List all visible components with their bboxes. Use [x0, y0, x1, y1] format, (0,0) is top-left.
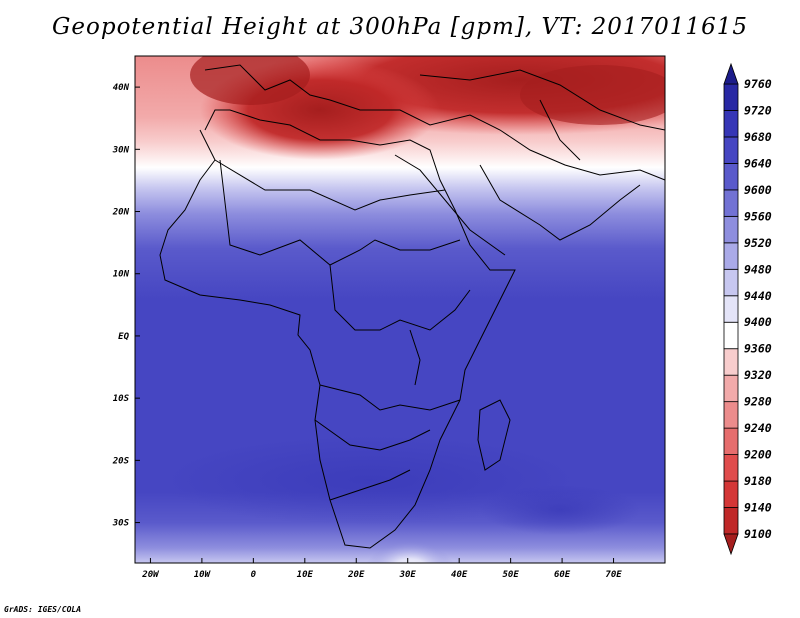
colorbar-level-label: 9280 — [744, 395, 772, 409]
lon-tick-label: 60E — [554, 570, 571, 580]
lat-tick-label: 30N — [112, 145, 130, 155]
colorbar-swatch — [723, 427, 739, 455]
longitude-axis: 20W 10W 0 10E 20E 30E 40E 50E 60E 70E — [141, 558, 622, 580]
lat-tick-label: EQ — [118, 332, 129, 342]
colorbar-swatch — [723, 454, 739, 482]
lon-tick-label: 20E — [347, 570, 365, 580]
colorbar-swatch — [723, 268, 739, 297]
colorbar-level-label: 9760 — [744, 77, 772, 91]
lon-tick-label: 20W — [141, 570, 160, 580]
height-field — [135, 56, 665, 563]
colorbar-swatch — [723, 295, 739, 323]
lat-tick-label: 10S — [113, 394, 130, 404]
colorbar-max-arrow — [723, 62, 739, 85]
lon-tick-label: 70E — [605, 570, 622, 580]
page-title: Geopotential Height at 300hPa [gpm], VT:… — [52, 14, 748, 40]
colorbar-level-label: 9140 — [744, 501, 772, 515]
colorbar-swatch — [723, 110, 739, 138]
colorbar-swatch — [723, 507, 739, 535]
colorbar-level-label: 9100 — [744, 527, 772, 541]
colorbar: 9100 9140 9180 9200 9240 9280 9320 9360 9400 9440… — [723, 62, 772, 556]
colorbar-swatch — [723, 215, 739, 244]
colorbar-level-label: 9520 — [744, 236, 772, 250]
lon-tick-label: 40E — [451, 570, 468, 580]
colorbar-level-label: 9200 — [744, 448, 772, 462]
colorbar-level-label: 9600 — [744, 183, 772, 197]
lat-tick-label: 20N — [112, 208, 130, 218]
colorbar-level-label: 9560 — [744, 209, 772, 223]
lat-tick-label: 10N — [113, 270, 130, 280]
colorbar-swatch — [723, 242, 739, 270]
lon-tick-label: 10E — [297, 570, 314, 580]
colorbar-level-label: 9360 — [744, 342, 772, 356]
colorbar-level-label: 9400 — [744, 315, 772, 329]
lon-tick-label: 10W — [194, 570, 212, 580]
latitude-axis: 40N 30N 20N 10N EQ 10S 20S 30S — [112, 83, 140, 529]
colorbar-swatch — [723, 83, 739, 111]
lon-tick-label: 50E — [502, 570, 519, 580]
colorbar-level-label: 9680 — [744, 130, 772, 144]
colorbar-level-label: 9240 — [744, 421, 772, 435]
colorbar-min-arrow — [723, 533, 739, 556]
lon-tick-label: 30E — [399, 570, 417, 580]
colorbar-level-label: 9640 — [744, 156, 772, 170]
grads-credit: GrADS: IGES/COLA — [4, 605, 82, 614]
lat-tick-label: 40N — [113, 83, 130, 93]
colorbar-swatch — [723, 163, 739, 191]
plot-frame — [134, 55, 666, 564]
colorbar-level-label: 9180 — [744, 474, 772, 488]
colorbar-swatch — [723, 348, 739, 376]
lon-tick-label: 0 — [251, 570, 257, 580]
lat-tick-label: 30S — [112, 519, 130, 529]
colorbar-swatch — [723, 401, 739, 429]
colorbar-level-label: 9480 — [744, 262, 772, 276]
colorbar-swatch — [723, 321, 739, 350]
colorbar-swatch — [723, 480, 739, 508]
country-borders — [159, 64, 666, 549]
colorbar-level-label: 9720 — [744, 103, 772, 117]
colorbar-swatch — [723, 136, 739, 164]
lat-tick-label: 20S — [112, 456, 130, 466]
colorbar-swatch — [723, 189, 739, 217]
colorbar-level-label: 9320 — [744, 368, 772, 382]
colorbar-swatch — [723, 374, 739, 403]
colorbar-level-label: 9440 — [744, 289, 772, 303]
